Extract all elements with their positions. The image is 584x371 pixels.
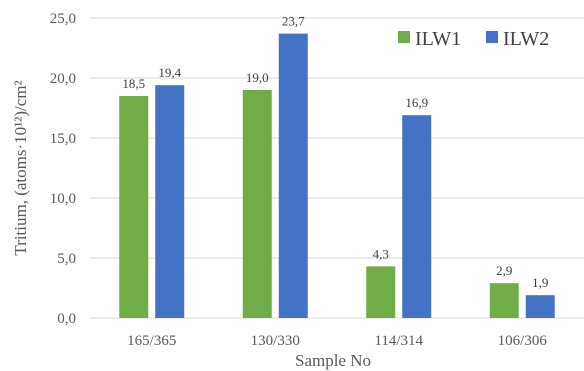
- data-label: 2,9: [496, 263, 512, 278]
- data-label: 23,7: [282, 14, 305, 29]
- data-label: 19,0: [246, 70, 269, 85]
- legend-swatch-ilw1: [398, 31, 410, 43]
- category-labels: 165/365 130/330 114/314 106/306: [127, 333, 547, 349]
- bars: [119, 33, 555, 318]
- legend: ILW1 ILW2: [398, 28, 549, 50]
- y-tick-label: 25,0: [50, 11, 76, 27]
- data-label: 4,3: [373, 246, 389, 261]
- bar-ilw2-2: [402, 115, 432, 318]
- data-label: 1,9: [532, 275, 548, 290]
- y-tick-label: 15,0: [50, 131, 76, 147]
- y-tick-labels: 0,0 5,0 10,0 15,0 20,0 25,0: [50, 11, 76, 327]
- y-tick-label: 20,0: [50, 71, 76, 87]
- bar-ilw1-0: [119, 96, 149, 318]
- legend-label-ilw1: ILW1: [415, 28, 461, 50]
- bar-ilw1-3: [489, 283, 519, 318]
- bar-ilw1-2: [366, 266, 396, 318]
- data-label: 16,9: [405, 95, 428, 110]
- y-axis-title: Tritium, (atoms·10¹²)/cm²: [11, 80, 30, 255]
- category-label: 130/330: [251, 333, 300, 349]
- bar-ilw2-0: [155, 85, 185, 318]
- y-tick-label: 0,0: [57, 311, 76, 327]
- category-label: 106/306: [498, 333, 548, 349]
- legend-swatch-ilw2: [486, 31, 498, 43]
- data-labels: 18,5 19,4 19,0 23,7 4,3 16,9 2,9 1,9: [122, 14, 548, 291]
- bar-ilw2-3: [525, 295, 555, 318]
- legend-label-ilw2: ILW2: [503, 28, 549, 50]
- category-label: 114/314: [374, 333, 423, 349]
- category-label: 165/365: [127, 333, 176, 349]
- bar-ilw2-1: [278, 33, 308, 318]
- bar-ilw1-1: [242, 90, 272, 318]
- y-tick-label: 10,0: [50, 191, 76, 207]
- data-label: 18,5: [122, 76, 145, 91]
- data-label: 19,4: [158, 65, 181, 80]
- y-tick-label: 5,0: [57, 251, 76, 267]
- x-axis-title: Sample No: [295, 351, 371, 370]
